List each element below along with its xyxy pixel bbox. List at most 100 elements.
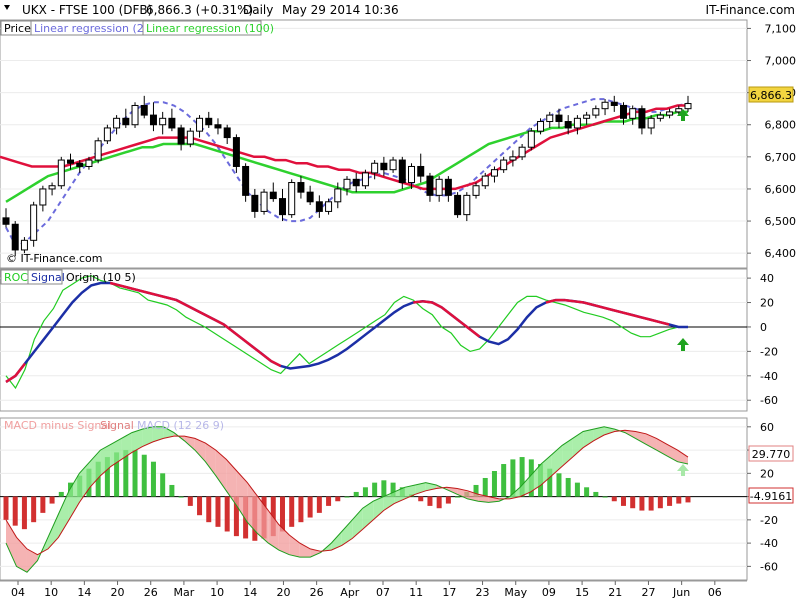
macd-histogram-bar	[316, 496, 322, 513]
roc-signal-falling-segment	[545, 298, 556, 304]
price-y-tick-label: 6,400	[765, 247, 797, 260]
x-tick-label: 23	[476, 586, 490, 599]
price-y-tick-label: 6,600	[765, 183, 797, 196]
macd-histogram-bar	[501, 464, 507, 497]
candle-body	[352, 178, 360, 187]
candle-body	[223, 127, 231, 139]
candle-body	[39, 188, 47, 206]
x-tick-label: May	[504, 586, 527, 599]
x-tick-label: 21	[608, 586, 622, 599]
macd-fill-band	[677, 450, 688, 465]
legend-macd-signal[interactable]: Signal	[100, 419, 134, 432]
legend-roc[interactable]: ROC	[4, 271, 28, 284]
macd-histogram-bar	[289, 496, 295, 527]
price-y-tick-label: 6,700	[765, 151, 797, 164]
macd-fill-band	[394, 487, 405, 504]
candle-body	[426, 175, 434, 196]
macd-fill-band	[593, 426, 605, 441]
candle-body	[380, 162, 388, 171]
legend-signal-box[interactable]	[27, 269, 63, 285]
roc-y-tick-label: -40	[760, 370, 778, 383]
candle-body	[306, 191, 314, 203]
candle-body	[232, 137, 240, 167]
macd-line	[5, 426, 689, 573]
x-tick-label: 26	[144, 586, 158, 599]
roc-signal-falling-segment	[232, 330, 244, 341]
candle-body	[573, 117, 581, 129]
roc-y-tick-label: -20	[760, 345, 778, 358]
candle-body	[656, 114, 664, 119]
roc-signal-falling-segment	[242, 338, 254, 348]
candle-body	[11, 223, 19, 251]
macd-fill-band	[205, 443, 216, 476]
macd-fill-band	[268, 510, 279, 551]
candle-body	[122, 117, 130, 126]
macd-histogram-bar	[206, 496, 212, 523]
macd-fill-band	[667, 444, 678, 462]
datetime-label: May 29 2014 10:36	[282, 3, 399, 17]
price-candles	[2, 95, 692, 257]
legend-macd-minus-signal[interactable]: MACD minus Signal	[4, 419, 111, 432]
roc-signal-falling-segment	[621, 311, 632, 316]
macd-fill-band	[446, 487, 458, 495]
macd-histogram-bar	[445, 496, 451, 504]
roc-signal-falling-segment	[611, 308, 623, 314]
macd-fill-band	[121, 432, 132, 460]
macd-fill-band	[583, 429, 594, 448]
candle-body	[564, 121, 572, 129]
candle-body	[269, 191, 277, 200]
header-bar	[0, 0, 800, 20]
price-panel	[0, 19, 748, 269]
macd-histogram-bar	[178, 496, 184, 498]
macd-histogram-bar	[353, 491, 359, 497]
candle-body	[500, 159, 508, 171]
roc-signal-falling-segment	[649, 318, 660, 324]
candle-body	[205, 117, 213, 126]
macd-histogram-bar	[31, 496, 37, 523]
roc-y-tick-label: 40	[760, 272, 774, 285]
legend-lr100-box[interactable]	[142, 20, 262, 36]
roc-signal-falling-segment	[213, 318, 225, 326]
legend-lr20[interactable]: Linear regression (20)	[34, 22, 155, 35]
candle-body	[288, 182, 296, 216]
candle-body	[131, 104, 139, 126]
last-price-badge	[748, 86, 794, 103]
roc-signal-falling-segment	[459, 321, 471, 331]
roc-signal-falling-segment	[270, 360, 282, 368]
legend-price[interactable]: Price	[4, 22, 31, 35]
macd-histogram-bar	[455, 496, 461, 498]
macd-histogram-bar	[427, 496, 433, 506]
macd-fill-band	[383, 491, 395, 511]
x-tick-label: 10	[44, 586, 58, 599]
chevron-down-icon[interactable]	[4, 5, 10, 10]
macd-histogram-bar	[593, 491, 599, 497]
legend-lr100[interactable]: Linear regression (100)	[146, 22, 274, 35]
price-y-tick-label: 7,100	[765, 22, 797, 35]
macd-fill-band	[341, 519, 353, 546]
x-tick-label: 07	[376, 586, 390, 599]
up-arrow-icon	[677, 338, 689, 351]
macd-fill-band	[257, 496, 269, 544]
macd-histogram-bar	[602, 496, 608, 498]
macd-histogram-bar	[49, 496, 55, 504]
roc-signal-falling-segment	[260, 352, 272, 363]
legend-macd[interactable]: MACD (12 26 9)	[137, 419, 224, 432]
macd-hist-value-badge	[748, 487, 794, 504]
roc-signal-falling-segment	[157, 293, 168, 299]
roc-y-tick-label: -60	[760, 394, 778, 407]
legend-origin[interactable]: Origin (10 5)	[66, 271, 136, 284]
macd-fill-band	[100, 444, 111, 476]
legend-signal[interactable]: Signal	[31, 271, 65, 284]
roc-signal-falling-segment	[640, 315, 651, 321]
price-y-tick-label: 6,500	[765, 215, 797, 228]
candle-body	[278, 198, 286, 216]
macd-histogram-bar	[519, 457, 525, 497]
roc-signal-falling-segment	[204, 313, 215, 321]
macd-fill-band	[68, 473, 80, 520]
macd-fill-band	[635, 431, 647, 445]
macd-fill-band	[331, 531, 342, 551]
macd-histogram-bar	[21, 496, 27, 530]
macd-y-tick-label: -60	[760, 560, 778, 573]
price-y-tick-label: 7,000	[765, 55, 797, 68]
